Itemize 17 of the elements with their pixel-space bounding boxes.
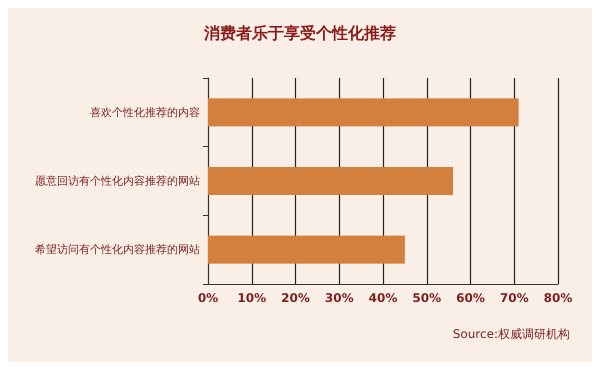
x-tick-label: 30%: [324, 291, 354, 305]
x-tick-label: 20%: [281, 291, 310, 305]
x-tick-label: 60%: [456, 291, 485, 305]
y-tick-label: 希望访问有个性化内容推荐的网站: [35, 243, 200, 256]
x-tick-label: 0%: [198, 291, 218, 305]
x-tick-label: 50%: [412, 291, 442, 305]
y-tick-label: 愿意回访有个性化内容推荐的网站: [35, 174, 200, 188]
x-tick-label: 70%: [500, 291, 529, 305]
bar: [208, 236, 405, 264]
x-tick-label: 80%: [544, 291, 572, 305]
source-note: Source:权威调研机构: [452, 327, 570, 341]
x-tick-label: 10%: [237, 291, 266, 305]
bar: [208, 98, 519, 126]
x-tick-label: 40%: [368, 291, 398, 305]
chart-title: 消费者乐于享受个性化推荐: [203, 24, 396, 42]
y-tick-label: 喜欢个性化推荐的内容: [90, 106, 200, 119]
bar: [208, 167, 453, 195]
